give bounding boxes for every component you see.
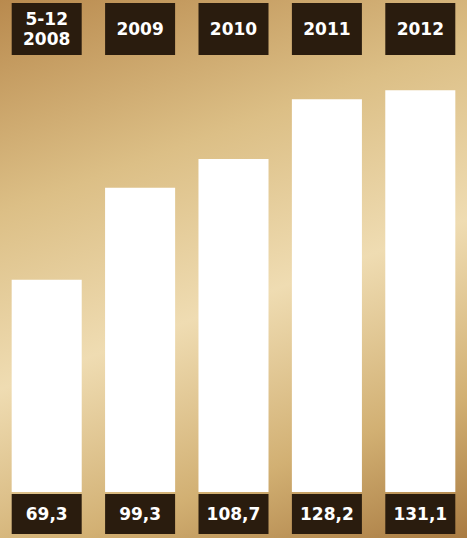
svg-text:5-12: 5-12 bbox=[25, 9, 68, 29]
svg-text:99,3: 99,3 bbox=[119, 504, 161, 524]
svg-text:2009: 2009 bbox=[116, 19, 163, 39]
svg-text:2010: 2010 bbox=[210, 19, 257, 39]
svg-text:2011: 2011 bbox=[303, 19, 350, 39]
svg-text:108,7: 108,7 bbox=[207, 504, 261, 524]
svg-text:2012: 2012 bbox=[397, 19, 444, 39]
svg-text:69,3: 69,3 bbox=[26, 504, 68, 524]
svg-text:131,1: 131,1 bbox=[393, 504, 447, 524]
svg-text:2008: 2008 bbox=[23, 29, 70, 49]
svg-text:128,2: 128,2 bbox=[300, 504, 354, 524]
